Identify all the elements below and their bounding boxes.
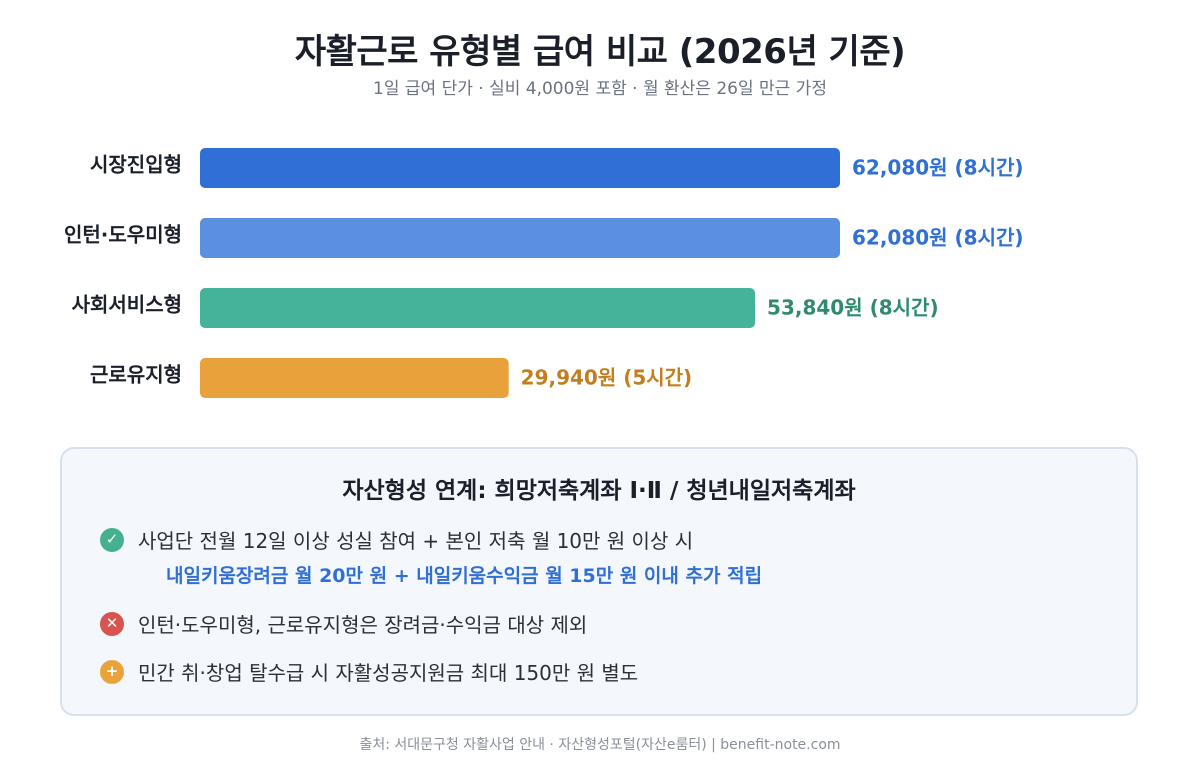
info-highlight: 내일키움장려금 월 20만 원 + 내일키움수익금 월 15만 원 이내 추가 … [166,565,763,587]
bar [200,148,840,188]
value-label: 62,080원 (8시간) [852,226,1024,250]
value-label: 29,940원 (5시간) [521,366,693,390]
category-label: 인턴·도우미형 [64,223,182,247]
source-footer: 출처: 서대문구청 자활사업 안내 · 자산형성포털(자산e룸터) | bene… [359,737,841,753]
info-item-exclusion: ✕ 인턴·도우미형, 근로유지형은 장려금·수익금 대상 제외 [100,609,587,638]
info-box-title: 자산형성 연계: 희망저축계좌 Ⅰ·Ⅱ / 청년내일저축계좌 [342,478,856,504]
bar [200,288,756,328]
info-item-bonus: + 민간 취·창업 탈수급 시 자활성공지원금 최대 150만 원 별도 [100,657,638,686]
bar-chart: 시장진입형 62,080원 (8시간) 인턴·도우미형 62,080원 (8시간) 사회… [64,148,1024,398]
value-label: 53,840원 (8시간) [767,296,939,320]
value-label: 62,080원 (8시간) [852,156,1024,180]
bar [200,358,509,398]
category-label: 시장진입형 [90,153,182,177]
chart-subtitle: 1일 급여 단가 · 실비 4,000원 포함 · 월 환산은 26일 만근 가… [373,79,827,99]
info-item-text: 사업단 전월 12일 이상 성실 참여 + 본인 저축 월 10만 원 이상 시 [138,529,694,553]
category-label: 사회서비스형 [72,293,182,317]
asset-linkage-info-box: 자산형성 연계: 희망저축계좌 Ⅰ·Ⅱ / 청년내일저축계좌 ✓ 사업단 전월 … [60,447,1138,716]
check-circle-icon: ✓ [100,527,124,552]
category-label: 근로유지형 [90,363,182,387]
info-item-eligibility: ✓ 사업단 전월 12일 이상 성실 참여 + 본인 저축 월 10만 원 이상… [100,525,693,554]
info-item-text: 인턴·도우미형, 근로유지형은 장려금·수익금 대상 제외 [138,613,588,637]
x-circle-icon: ✕ [100,611,124,636]
chart-title: 자활근로 유형별 급여 비교 (2026년 기준) [294,32,906,72]
plus-circle-icon: + [100,659,124,684]
bar [200,218,840,258]
info-item-text: 민간 취·창업 탈수급 시 자활성공지원금 최대 150만 원 별도 [138,661,639,685]
